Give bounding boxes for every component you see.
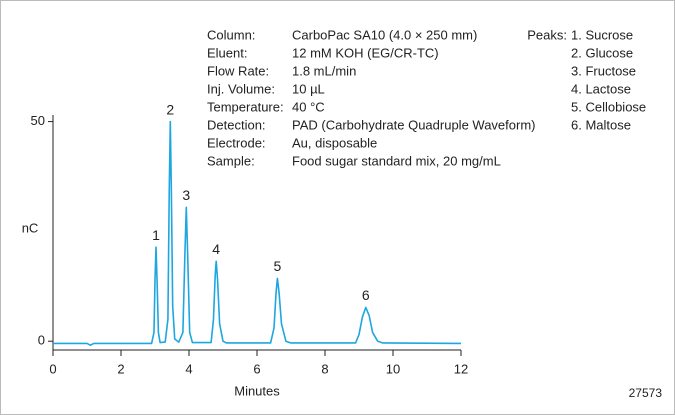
- condition-value: Food sugar standard mix, 20 mg/mL: [292, 153, 501, 168]
- peak-label: 1: [152, 227, 160, 243]
- peak-name: 6. Maltose: [571, 117, 631, 132]
- x-tick-label: 0: [49, 361, 56, 376]
- condition-label: Eluent:: [207, 45, 247, 60]
- figure-id: 27573: [629, 386, 663, 400]
- condition-value: PAD (Carbohydrate Quadruple Waveform): [292, 117, 535, 132]
- condition-value: Au, disposable: [292, 135, 377, 150]
- x-tick-label: 8: [321, 361, 328, 376]
- peak-label: 6: [362, 287, 370, 303]
- condition-label: Flow Rate:: [207, 63, 269, 78]
- condition-label: Temperature:: [207, 99, 284, 114]
- peak-name: 1. Sucrose: [571, 27, 633, 42]
- x-axis-label: Minutes: [234, 383, 280, 398]
- condition-label: Detection:: [207, 117, 266, 132]
- x-tick-label: 10: [386, 361, 400, 376]
- x-tick-label: 2: [117, 361, 124, 376]
- y-tick-label: 0: [38, 333, 45, 348]
- condition-label: Electrode:: [207, 135, 266, 150]
- y-axis-label: nC: [22, 220, 39, 235]
- peaks-label: Peaks:: [527, 27, 567, 42]
- peak-name: 2. Glucose: [571, 45, 633, 60]
- condition-label: Sample:: [207, 153, 255, 168]
- condition-label: Column:: [207, 27, 255, 42]
- peak-label: 2: [166, 101, 174, 117]
- x-tick-label: 4: [185, 361, 192, 376]
- trace: [53, 120, 462, 346]
- peak-label: 3: [182, 187, 190, 203]
- peak-name: 4. Lactose: [571, 81, 631, 96]
- condition-value: 40 °C: [292, 99, 325, 114]
- y-tick-label: 50: [31, 113, 45, 128]
- x-tick-label: 6: [253, 361, 260, 376]
- peak-label: 4: [212, 241, 220, 257]
- condition-value: 10 µL: [292, 81, 325, 96]
- peak-label: 5: [274, 258, 282, 274]
- condition-value: CarboPac SA10 (4.0 × 250 mm): [292, 27, 477, 42]
- condition-value: 12 mM KOH (EG/CR-TC): [292, 45, 439, 60]
- condition-value: 1.8 mL/min: [292, 63, 356, 78]
- peak-name: 3. Fructose: [571, 63, 636, 78]
- peak-name: 5. Cellobiose: [571, 99, 646, 114]
- x-tick-label: 12: [454, 361, 468, 376]
- condition-label: Inj. Volume:: [207, 81, 275, 96]
